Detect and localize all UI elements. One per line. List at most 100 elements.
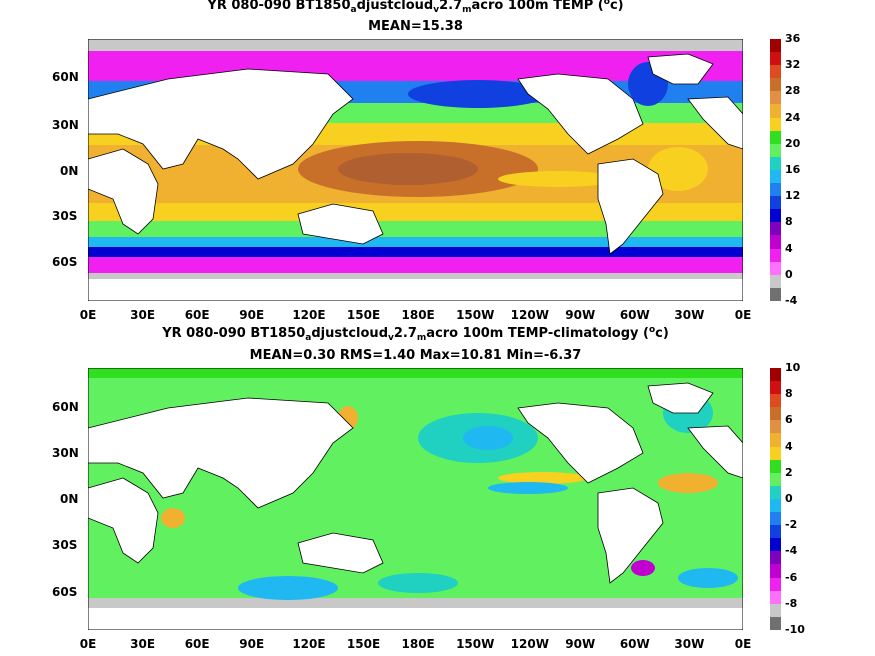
colorbar-segment	[770, 459, 781, 473]
panel1-lon-label: 180E	[401, 308, 435, 322]
panel2-lat-60s: 60S	[52, 585, 78, 599]
colorbar-segment	[770, 564, 781, 578]
panel2-lon-label: 150W	[456, 637, 495, 651]
colorbar-segment	[770, 91, 781, 105]
colorbar-segment	[770, 590, 781, 604]
panel2-lat-30n: 30N	[52, 446, 79, 460]
panel1-lon-label: 90W	[565, 308, 596, 322]
panel2-lon-label: 0E	[79, 637, 97, 651]
colorbar-segment	[770, 287, 781, 301]
colorbar-label: 2	[785, 465, 793, 479]
colorbar-label: 8	[785, 387, 793, 401]
panel1-lon-label: 60E	[184, 308, 210, 322]
colorbar-segment	[770, 65, 781, 79]
colorbar-segment	[770, 130, 781, 144]
colorbar-segment	[770, 143, 781, 157]
panel2-lon-label: 30E	[130, 637, 156, 651]
panel1-lat-0n: 0N	[60, 164, 79, 178]
colorbar-segment	[770, 39, 781, 53]
panel1-map	[88, 39, 743, 301]
panel2-lon-label: 60E	[184, 637, 210, 651]
panel1-lon-label: 60W	[619, 308, 650, 322]
panel2-lon-label: 120W	[510, 637, 549, 651]
panel2-lon-label: 60W	[619, 637, 650, 651]
colorbar-segment	[770, 222, 781, 236]
colorbar-segment	[770, 381, 781, 395]
colorbar-segment	[770, 169, 781, 184]
panel1-stats: MEAN=15.38	[368, 19, 463, 34]
colorbar-label: 28	[785, 84, 801, 98]
colorbar-segment	[770, 117, 781, 131]
panel1-lat-30n: 30N	[52, 118, 79, 132]
panel1-lat-60s: 60S	[52, 255, 78, 269]
panel1-lon-label: 120W	[510, 308, 549, 322]
colorbar-label: 24	[785, 110, 801, 124]
panel2-title: YR 080-090 BT1850adjustcloudv2.7macro 10…	[162, 325, 669, 343]
colorbar-segment	[770, 577, 781, 591]
panel2-lat-30s: 30S	[52, 538, 78, 552]
colorbar-segment	[770, 616, 781, 630]
panel2-map-svg	[88, 368, 743, 630]
colorbar-label: -4	[785, 294, 798, 307]
colorbar-label: -2	[785, 518, 798, 532]
colorbar-label: 8	[785, 215, 793, 229]
colorbar-segment	[770, 525, 781, 539]
colorbar-label: 12	[785, 189, 801, 203]
colorbar-label: 16	[785, 163, 801, 176]
colorbar-label: 32	[785, 58, 801, 72]
colorbar-segment	[770, 394, 781, 408]
colorbar-segment	[770, 78, 781, 92]
colorbar-segment	[770, 538, 781, 552]
panel1-lon-label: 120E	[292, 308, 326, 322]
colorbar-segment	[770, 485, 781, 499]
colorbar-label: -6	[785, 570, 798, 584]
panel1-lat-30s: 30S	[52, 209, 78, 223]
panel2-lon-label: 150E	[346, 637, 381, 651]
colorbar-segment	[770, 498, 781, 513]
colorbar-segment	[770, 261, 781, 275]
colorbar-label: -8	[785, 596, 798, 610]
panel2-lon-label: 0E	[734, 637, 752, 651]
panel1-lon-label: 0E	[734, 308, 752, 322]
colorbar-label: 0	[785, 267, 793, 281]
panel2-colorbar	[770, 368, 781, 630]
panel1-title: YR 080-090 BT1850adjustcloudv2.7macro 10…	[207, 0, 624, 15]
colorbar-segment	[770, 407, 781, 421]
panel1-lat-60n: 60N	[52, 70, 79, 84]
colorbar-segment	[770, 248, 781, 262]
colorbar-label: 10	[785, 361, 801, 374]
colorbar-segment	[770, 446, 781, 460]
panel1-lon-label: 150E	[346, 308, 381, 322]
colorbar-segment	[770, 274, 781, 288]
panel2-lat-0n: 0N	[60, 492, 79, 506]
colorbar-segment	[770, 156, 781, 170]
colorbar-segment	[770, 433, 781, 447]
panel2-lon-label: 120E	[292, 637, 326, 651]
panel2-lon-label: 180E	[401, 637, 435, 651]
panel2-stats: MEAN=0.30 RMS=1.40 Max=10.81 Min=-6.37	[249, 348, 582, 363]
colorbar-label: 4	[785, 241, 793, 255]
colorbar-label: 36	[785, 32, 801, 45]
colorbar-segment	[770, 183, 781, 197]
panel2-lat-60n: 60N	[52, 400, 79, 414]
colorbar-label: 0	[785, 492, 793, 505]
colorbar-segment	[770, 512, 781, 526]
panel2-map	[88, 368, 743, 630]
panel1-lon-label: 150W	[456, 308, 495, 322]
colorbar-segment	[770, 420, 781, 434]
panel1-lon-label: 90E	[239, 308, 265, 322]
colorbar-segment	[770, 472, 781, 486]
colorbar-label: 20	[785, 136, 801, 150]
colorbar-label: -10	[785, 623, 805, 636]
colorbar-label: 4	[785, 439, 793, 453]
colorbar-label: -4	[785, 544, 798, 558]
panel2-lon-label: 30W	[674, 637, 705, 651]
colorbar-segment	[770, 52, 781, 66]
colorbar-segment	[770, 235, 781, 249]
colorbar-segment	[770, 368, 781, 382]
panel2-lon-label: 90E	[239, 637, 265, 651]
colorbar-segment	[770, 209, 781, 223]
colorbar-segment	[770, 551, 781, 565]
colorbar-segment	[770, 603, 781, 617]
panel1-lon-label: 30W	[674, 308, 705, 322]
